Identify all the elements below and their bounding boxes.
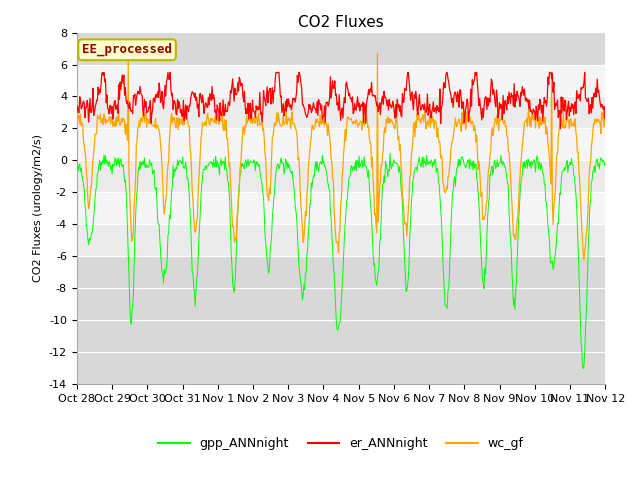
Bar — [77, 129, 605, 160]
Title: CO2 Fluxes: CO2 Fluxes — [298, 15, 384, 30]
Bar — [77, 256, 605, 288]
Bar — [77, 33, 605, 64]
Bar — [77, 288, 605, 320]
Bar — [77, 192, 605, 224]
Bar — [77, 96, 605, 129]
Bar — [77, 160, 605, 192]
Bar — [77, 320, 605, 352]
Bar — [77, 352, 605, 384]
Y-axis label: CO2 Fluxes (urology/m2/s): CO2 Fluxes (urology/m2/s) — [33, 134, 44, 282]
Legend: gpp_ANNnight, er_ANNnight, wc_gf: gpp_ANNnight, er_ANNnight, wc_gf — [154, 432, 529, 455]
Bar — [77, 64, 605, 96]
Text: EE_processed: EE_processed — [82, 43, 172, 57]
Bar — [77, 224, 605, 256]
